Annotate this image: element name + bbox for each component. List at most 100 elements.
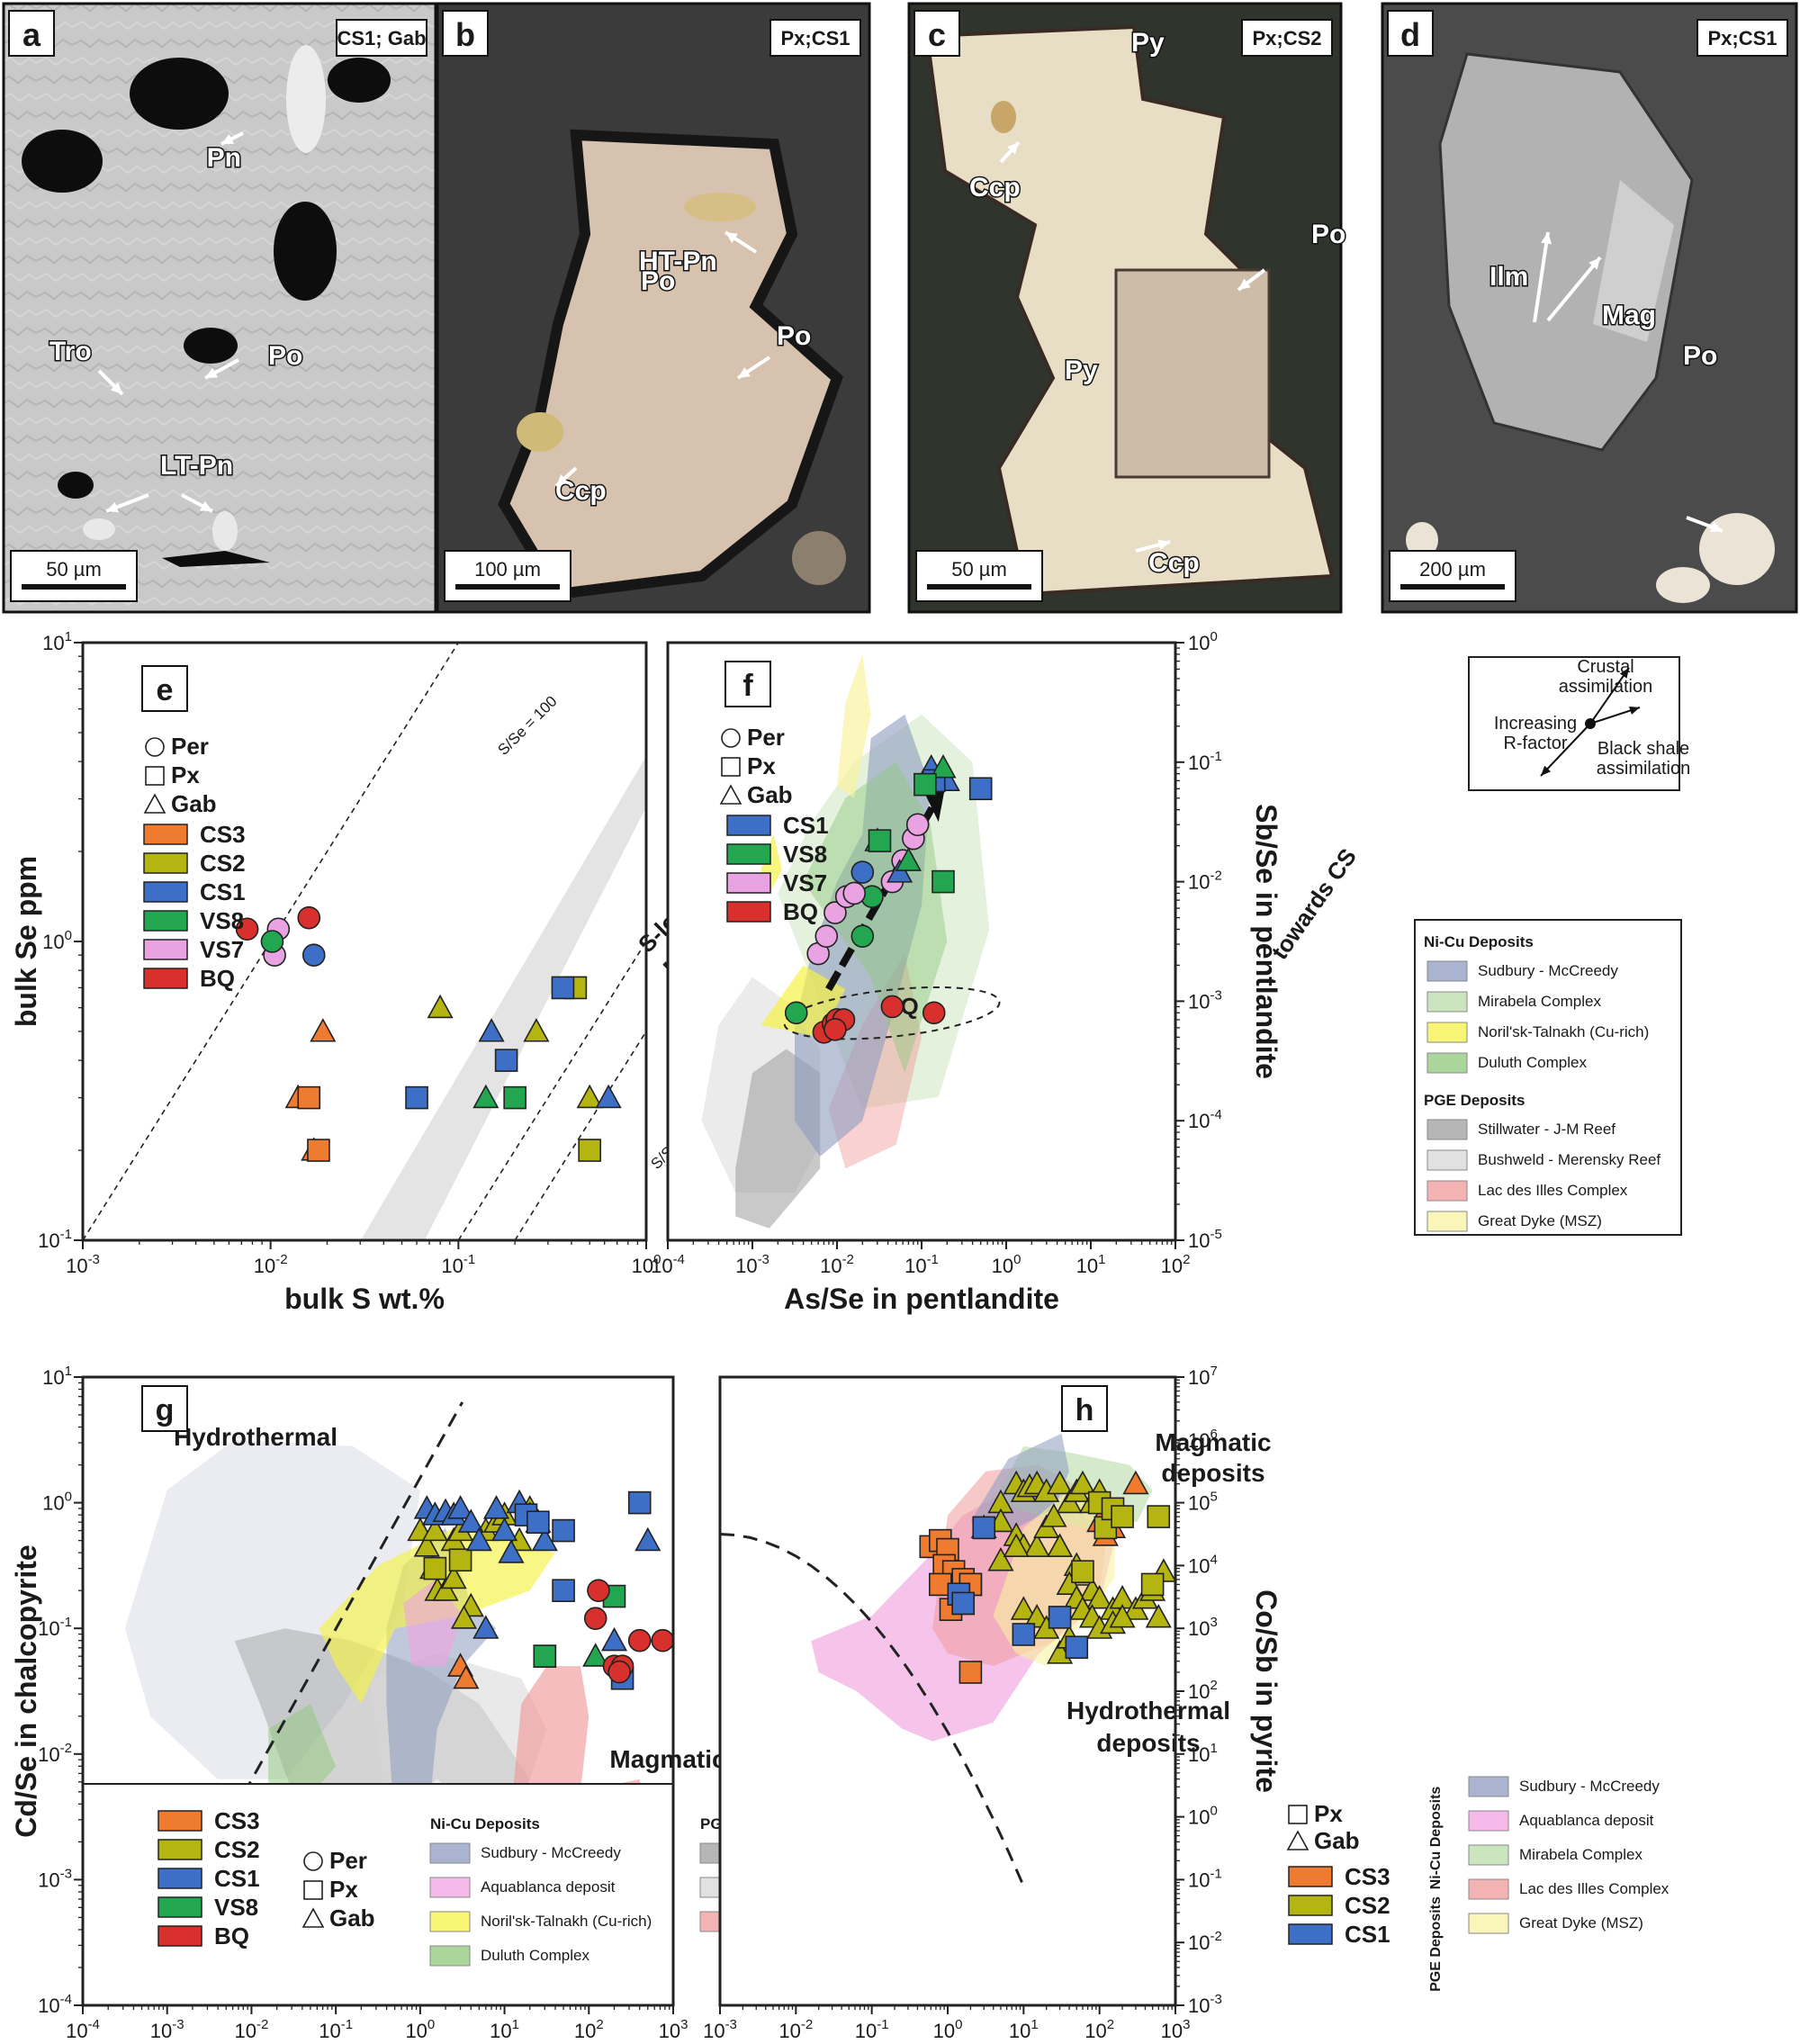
data-point-bq-circle — [880, 995, 904, 1019]
legend-shape-per — [145, 737, 165, 757]
data-point-cs2-triangle — [1086, 1585, 1113, 1609]
mineral-label: Py — [1131, 28, 1165, 58]
mineral-label: Po — [268, 341, 302, 371]
panel-letter-box — [1387, 10, 1434, 57]
legend-shape-label: Gab — [747, 781, 793, 808]
data-point-cs2-triangle — [987, 1547, 1014, 1571]
legend-shape-gab — [719, 784, 742, 805]
mineral-label: Ccp — [1148, 548, 1200, 578]
data-point-bq-circle — [824, 1018, 847, 1041]
y-tick-label: 103 — [1188, 1615, 1218, 1640]
scale-bar-box — [1389, 550, 1516, 602]
plot-panel-f: BQtowards CSCrustalassimilationIncreasin… — [651, 629, 1690, 1315]
panel-letter: g — [156, 1393, 175, 1427]
legend-swatch-cs3 — [143, 824, 188, 845]
legend-field-label: Mirabela Complex — [1519, 1846, 1642, 1863]
mineral-label: Mag — [1602, 301, 1656, 330]
y-tick-label: 10-4 — [38, 1992, 72, 2017]
legend-series-label: CS3 — [200, 821, 246, 848]
legend-shape-label: Px — [747, 752, 776, 779]
mineral-label: Po — [777, 321, 811, 351]
x-tick-label: 101 — [1076, 1252, 1106, 1277]
y-tick-label: 101 — [42, 629, 72, 654]
scale-bar — [22, 584, 126, 590]
legend-shape-px — [303, 1880, 323, 1900]
panel-tag: CS1; Gab — [337, 27, 426, 50]
y-tick-label: 10-3 — [38, 1866, 72, 1891]
legend-shape-px — [145, 766, 165, 786]
panel-tag-box — [770, 19, 861, 57]
data-point-cs2-square — [1147, 1505, 1171, 1528]
ratio-line — [82, 642, 460, 1241]
legend-shape-label: Gab — [171, 790, 217, 817]
data-point-cs3-square — [297, 1085, 321, 1110]
legend-field-label: Great Dyke (MSZ) — [1478, 1212, 1602, 1229]
x-tick-label: 100 — [632, 1252, 662, 1277]
legend-series-label: CS3 — [1345, 1863, 1390, 1890]
x-axis-title: bulk S wt.% — [284, 1283, 445, 1315]
inclusion — [792, 531, 846, 585]
field-boundary — [719, 1533, 1025, 1887]
pore — [328, 58, 391, 103]
data-point-cs1-square — [494, 1049, 518, 1072]
data-point-vs8-circle — [850, 924, 875, 948]
y-tick-label: 10-2 — [1188, 1929, 1222, 1954]
x-tick-label: 102 — [1084, 2017, 1114, 2042]
panel-tag-box — [1696, 19, 1788, 57]
inset-vector-head — [1541, 765, 1551, 776]
mineral-label: HT-Pn — [639, 247, 717, 276]
legend-shape-label: Px — [1314, 1800, 1343, 1827]
pore — [162, 551, 270, 567]
data-point-vs8-square — [868, 829, 892, 852]
x-tick-label: 10-2 — [778, 2017, 813, 2042]
pore — [274, 202, 337, 301]
x-tick-label: 100 — [933, 2017, 963, 2042]
inset-label: Increasing — [1494, 714, 1577, 734]
inset-label: Crustal — [1577, 657, 1634, 677]
chalcopyrite-grain — [517, 412, 563, 452]
data-point-cs1-circle — [850, 860, 875, 884]
legend-field-sudbury — [429, 1842, 471, 1864]
legend-heading: Ni-Cu Deposits — [430, 1815, 540, 1832]
data-point-cs1-triangle — [531, 1526, 558, 1552]
data-point-cs2-triangle — [1069, 1470, 1096, 1495]
legend-field-norilsk — [429, 1911, 471, 1932]
legend-swatch-cs1 — [143, 881, 188, 903]
legend-series-label: CS3 — [214, 1807, 260, 1834]
data-point-cs2-triangle — [440, 1564, 467, 1589]
plot-frame — [81, 1375, 675, 2007]
pentlandite-grain — [83, 518, 115, 540]
field-hydrothermal — [124, 1439, 420, 1779]
pyrrhotite-grain — [1699, 513, 1775, 585]
x-tick-label: 100 — [405, 2017, 435, 2042]
legend-shape-label: Gab — [1314, 1827, 1360, 1854]
scale-bar-box — [915, 550, 1043, 602]
x-tick-label: 100 — [992, 1252, 1022, 1277]
y-tick-label: 10-2 — [1188, 869, 1222, 894]
y-tick-label: 101 — [42, 1364, 72, 1389]
legend-series-label: CS1 — [783, 812, 829, 839]
y-tick-label: 10-1 — [38, 1615, 72, 1640]
inset-label: R-factor — [1503, 734, 1567, 753]
panel-tag: Px;CS1 — [1707, 27, 1777, 50]
pentlandite-grain — [286, 45, 326, 153]
data-point-cs2-triangle — [421, 1517, 448, 1542]
panel-tag-box — [1241, 19, 1333, 57]
x-tick-label: 10-1 — [904, 1252, 939, 1277]
pointer-arrowhead — [1710, 521, 1723, 533]
legend-field-sudbury — [1426, 960, 1468, 982]
legend-field-mirabela — [1468, 1844, 1509, 1866]
inset-vector-head — [1619, 668, 1629, 679]
y-tick-label: 100 — [42, 1490, 72, 1515]
y-tick-label: 10-3 — [1188, 1992, 1222, 2017]
legend-field-label: Duluth Complex — [1478, 1054, 1587, 1071]
chalcopyrite-grain — [991, 101, 1016, 133]
legend-series-label: CS1 — [1345, 1921, 1390, 1948]
legend-swatch-vs8 — [143, 910, 188, 932]
legend-series-label: BQ — [214, 1922, 249, 1949]
legend-series-label: BQ — [200, 965, 235, 992]
x-tick-label: 103 — [659, 2017, 688, 2042]
legend-field-label: Sudbury - McCreedy — [1478, 962, 1618, 979]
data-point-bq-circle — [627, 1628, 652, 1652]
data-point-vs8-triangle — [582, 1643, 609, 1667]
